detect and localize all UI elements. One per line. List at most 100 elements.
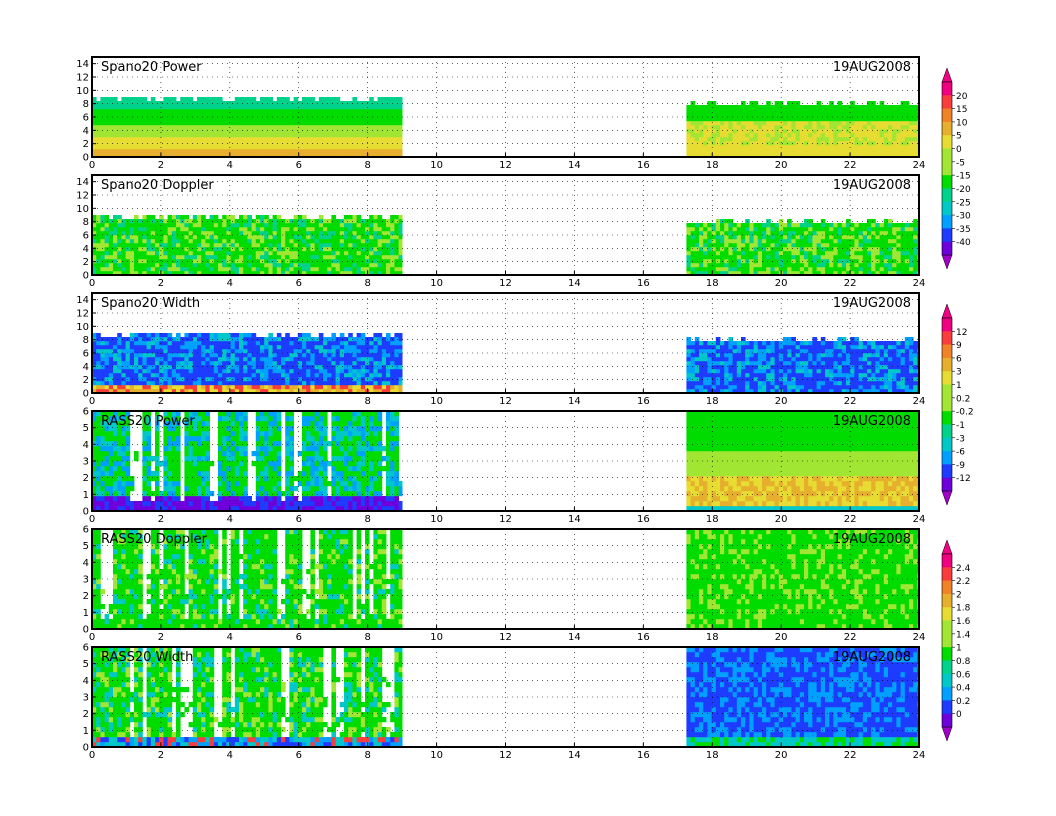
heatmap-cell: [125, 121, 131, 126]
heatmap-cell: [762, 145, 767, 150]
heatmap-cell: [356, 353, 362, 358]
heatmap-cell: [314, 133, 320, 138]
heatmap-cell: [327, 109, 332, 114]
heatmap-cell: [108, 105, 114, 110]
heatmap-cell: [728, 141, 733, 146]
heatmap-cell: [117, 219, 122, 224]
heatmap-cell: [711, 129, 717, 134]
heatmap-cell: [260, 117, 265, 122]
heatmap-cell: [808, 117, 813, 122]
heatmap-cell: [155, 121, 160, 126]
heatmap-cell: [883, 227, 889, 232]
heatmap-cell: [171, 259, 177, 264]
heatmap-cell: [390, 381, 395, 386]
heatmap-cell: [310, 227, 315, 232]
heatmap-cell: [883, 251, 889, 256]
heatmap-cell: [184, 385, 189, 390]
heatmap-cell: [837, 255, 843, 260]
heatmap-cell: [318, 381, 324, 386]
heatmap-cell: [92, 369, 97, 374]
heatmap-cell: [285, 345, 290, 350]
heatmap-cell: [138, 235, 143, 240]
heatmap-cell: [234, 259, 240, 264]
heatmap-cell: [192, 117, 198, 122]
heatmap-cell: [690, 251, 696, 256]
heatmap-cell: [268, 125, 273, 130]
heatmap-cell: [234, 133, 240, 138]
heatmap-cell: [757, 121, 763, 126]
heatmap-cell: [121, 101, 126, 106]
heatmap-cell: [896, 255, 901, 260]
heatmap-cell: [218, 349, 223, 354]
heatmap-cell: [138, 259, 143, 264]
heatmap-cell: [255, 377, 261, 382]
heatmap-cell: [134, 369, 139, 374]
heatmap-cell: [92, 219, 97, 224]
heatmap-cell: [707, 251, 712, 256]
heatmap-cell: [285, 251, 290, 256]
heatmap-cell: [138, 113, 143, 118]
heatmap-cell: [163, 337, 168, 342]
heatmap-cell: [125, 219, 131, 224]
heatmap-cell: [226, 129, 231, 134]
heatmap-cell: [707, 267, 712, 272]
heatmap-cell: [390, 215, 395, 220]
heatmap-cell: [390, 255, 395, 260]
heatmap-cell: [230, 149, 236, 154]
heatmap-cell: [703, 365, 708, 370]
heatmap-cell: [699, 369, 704, 374]
heatmap-cell: [230, 105, 236, 110]
heatmap-cell: [867, 251, 872, 256]
heatmap-cell: [146, 113, 152, 118]
heatmap-cell: [394, 219, 399, 224]
heatmap-cell: [230, 353, 236, 358]
heatmap-cell: [795, 263, 801, 268]
heatmap-cell: [871, 243, 876, 248]
heatmap-cell: [715, 251, 721, 256]
heatmap-cell: [348, 247, 353, 252]
heatmap-cell: [201, 263, 206, 268]
heatmap-cell: [281, 365, 286, 370]
heatmap-cell: [276, 239, 282, 244]
heatmap-cell: [854, 125, 859, 130]
heatmap-cell: [715, 227, 721, 232]
heatmap-cell: [159, 239, 164, 244]
colorbar-swatch: [942, 215, 952, 229]
heatmap-cell: [146, 341, 152, 346]
heatmap-cell: [398, 341, 403, 346]
heatmap-cell: [255, 243, 261, 248]
heatmap-cell: [272, 101, 278, 106]
heatmap-cell: [171, 149, 177, 154]
heatmap-cell: [197, 369, 202, 374]
heatmap-cell: [209, 381, 215, 386]
heatmap-cell: [255, 385, 261, 390]
heatmap-cell: [100, 345, 105, 350]
heatmap-cell: [201, 125, 206, 130]
heatmap-cell: [850, 153, 855, 158]
heatmap-cell: [808, 105, 813, 110]
heatmap-cell: [753, 133, 759, 138]
heatmap-cell: [829, 125, 834, 130]
heatmap-cell: [159, 357, 164, 362]
heatmap-cell: [163, 137, 168, 142]
heatmap-cell: [339, 105, 345, 110]
heatmap-cell: [344, 247, 349, 252]
heatmap-cell: [314, 365, 320, 370]
heatmap-cell: [121, 259, 126, 264]
heatmap-cell: [741, 125, 746, 130]
x-tick-label: 22: [844, 160, 857, 171]
heatmap-cell: [711, 153, 717, 158]
heatmap-cell: [230, 259, 236, 264]
heatmap-cell: [100, 227, 105, 232]
heatmap-cell: [108, 255, 114, 260]
heatmap-cell: [394, 129, 399, 134]
heatmap-cell: [314, 381, 320, 386]
heatmap-cell: [276, 251, 282, 256]
heatmap-cell: [108, 251, 114, 256]
heatmap-cell: [96, 353, 101, 358]
heatmap-cell: [285, 149, 290, 154]
heatmap-cell: [904, 153, 910, 158]
heatmap-cell: [251, 219, 257, 224]
heatmap-cell: [913, 145, 918, 150]
